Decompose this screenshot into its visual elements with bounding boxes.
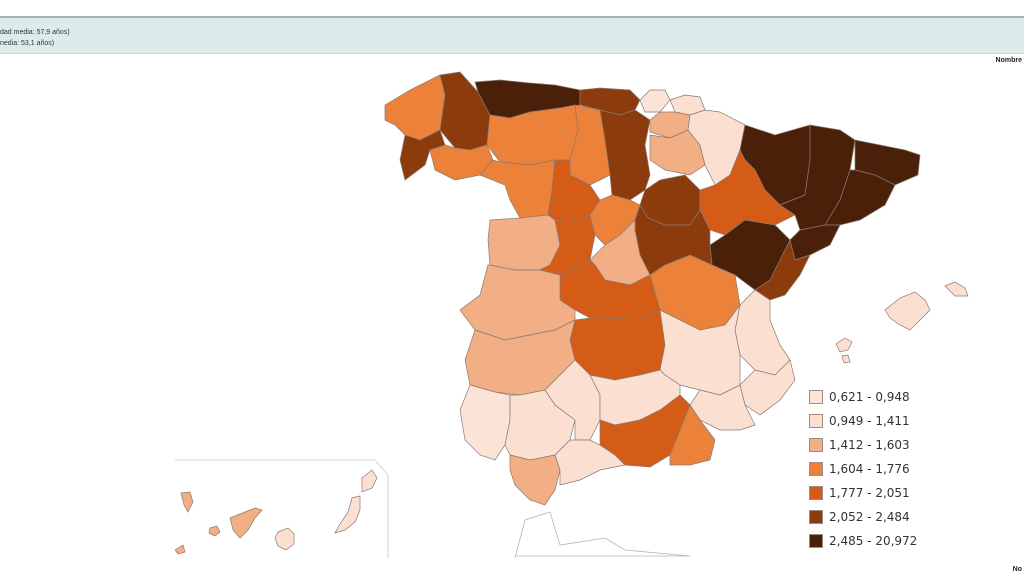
region-la-palma[interactable]	[180, 491, 194, 513]
legend-item: 2,485 - 20,972	[809, 529, 917, 553]
legend-item: 0,621 - 0,948	[809, 385, 917, 409]
region-ourense[interactable]	[429, 144, 494, 181]
region-zamora[interactable]	[479, 159, 556, 219]
region-castellon[interactable]	[754, 238, 811, 301]
region-a-coruna[interactable]	[384, 74, 446, 141]
legend-label: 1,604 - 1,776	[829, 462, 910, 476]
canary-inset-frame	[175, 459, 389, 558]
region-gran-canaria[interactable]	[274, 527, 295, 551]
region-el-hierro[interactable]	[174, 544, 186, 555]
region-almeria[interactable]	[669, 404, 716, 466]
region-tenerife[interactable]	[229, 507, 263, 539]
legend-swatch	[809, 414, 823, 428]
column-label-bottom: No	[1012, 566, 1022, 573]
legend-item: 2,052 - 2,484	[809, 505, 917, 529]
legend-label: 1,412 - 1,603	[829, 438, 910, 452]
legend-item: 0,949 - 1,411	[809, 409, 917, 433]
region-fuerteventura[interactable]	[334, 495, 361, 534]
legend-swatch	[809, 510, 823, 524]
legend-swatch	[809, 390, 823, 404]
legend-label: 2,485 - 20,972	[829, 534, 918, 548]
region-bizkaia[interactable]	[639, 89, 671, 113]
region-burgos[interactable]	[599, 109, 651, 201]
region-menorca[interactable]	[944, 281, 969, 297]
legend-item: 1,412 - 1,603	[809, 433, 917, 457]
legend-label: 0,621 - 0,948	[829, 390, 910, 404]
legend-swatch	[809, 534, 823, 548]
region-formentera[interactable]	[841, 354, 851, 364]
north-africa-outline	[514, 511, 691, 559]
info-banner: dad media: 57,9 años) nedia: 53,1 años)	[0, 16, 1024, 54]
region-toledo[interactable]	[559, 259, 661, 321]
legend-label: 2,052 - 2,484	[829, 510, 910, 524]
legend-swatch	[809, 462, 823, 476]
region-cadiz[interactable]	[509, 454, 561, 506]
region-ibiza[interactable]	[835, 337, 853, 353]
legend-swatch	[809, 486, 823, 500]
region-huelva[interactable]	[459, 384, 511, 461]
region-tarragona[interactable]	[789, 224, 841, 261]
region-barcelona[interactable]	[824, 169, 896, 226]
banner-line-2: nedia: 53,1 años)	[0, 40, 55, 47]
region-salamanca[interactable]	[487, 214, 561, 271]
column-label-top: Nombre	[995, 57, 1022, 64]
legend-swatch	[809, 438, 823, 452]
legend-label: 0,949 - 1,411	[829, 414, 910, 428]
region-lanzarote[interactable]	[361, 469, 378, 493]
region-valencia[interactable]	[734, 289, 791, 376]
region-la-gomera[interactable]	[208, 525, 221, 537]
banner-line-1: dad media: 57,9 años)	[0, 29, 70, 36]
region-soria[interactable]	[639, 174, 701, 226]
legend-label: 1,777 - 2,051	[829, 486, 910, 500]
region-mallorca[interactable]	[884, 291, 931, 331]
legend-item: 1,777 - 2,051	[809, 481, 917, 505]
map-legend: 0,621 - 0,948 0,949 - 1,411 1,412 - 1,60…	[809, 385, 917, 553]
legend-item: 1,604 - 1,776	[809, 457, 917, 481]
